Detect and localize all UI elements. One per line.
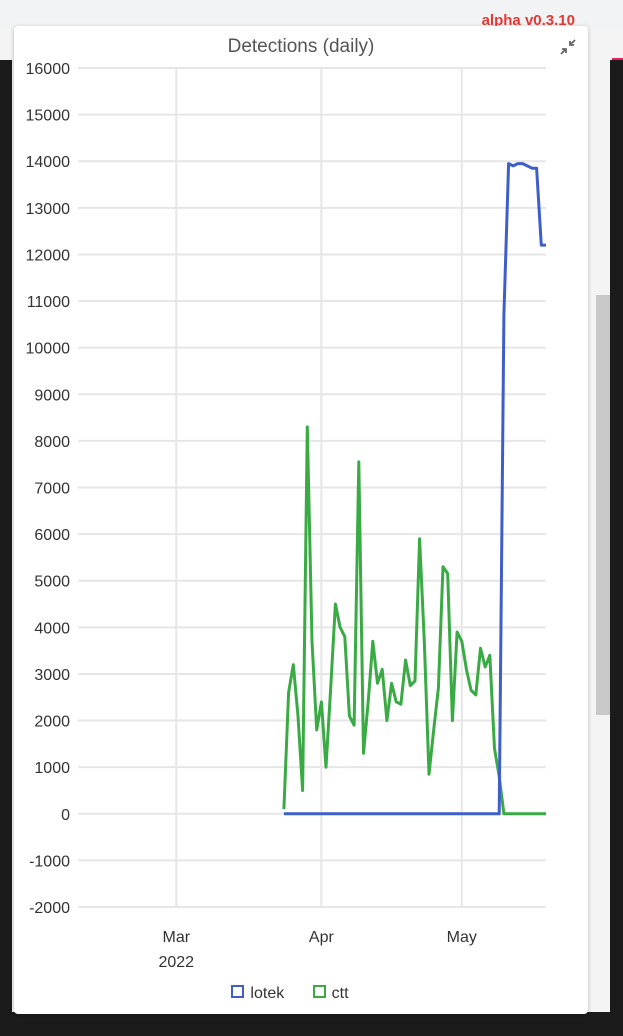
version-label: alpha v0.3.10 xyxy=(481,12,575,29)
y-tick-label: 15000 xyxy=(26,108,71,125)
y-tick-label: 5000 xyxy=(34,574,70,591)
y-tick-label: 2000 xyxy=(34,714,70,731)
series-line-lotek xyxy=(283,162,546,816)
background-terminal-bottom xyxy=(0,1012,623,1036)
y-tick-label: 11000 xyxy=(27,294,70,311)
x-tick-label: Apr xyxy=(309,929,335,946)
y-tick-label: 6000 xyxy=(34,527,70,544)
y-tick-label: 1000 xyxy=(34,760,70,777)
background-terminal-right xyxy=(610,60,623,1036)
browser-toolbar xyxy=(0,0,623,30)
x-tick-label: Mar xyxy=(162,929,190,946)
y-tick-label: 10000 xyxy=(26,341,71,358)
series-line-ctt xyxy=(282,425,546,816)
collapse-icon[interactable] xyxy=(558,37,578,57)
y-tick-label: 3000 xyxy=(34,667,70,684)
chart-title: Detections (daily) xyxy=(227,36,375,57)
y-tick-label: 9000 xyxy=(34,387,70,404)
legend-swatch-ctt xyxy=(312,985,326,998)
x-tick-label: May xyxy=(447,929,477,946)
y-tick-label: 14000 xyxy=(26,154,71,171)
y-tick-label: 0 xyxy=(61,807,70,824)
y-tick-label: 8000 xyxy=(34,434,70,451)
y-tick-label: 12000 xyxy=(26,247,71,264)
y-tick-label: 13000 xyxy=(26,201,71,218)
background-terminal-left xyxy=(0,60,12,1036)
legend-swatch-lotek xyxy=(231,985,245,998)
accent-strip xyxy=(612,58,623,61)
chart-legend: lotek ctt xyxy=(0,985,580,1003)
x-year-label: 2022 xyxy=(158,954,194,971)
legend-label-lotek: lotek xyxy=(250,985,285,1002)
legend-item-ctt[interactable]: ctt xyxy=(312,985,349,1003)
y-tick-label: 7000 xyxy=(34,481,70,498)
legend-label-ctt: ctt xyxy=(331,985,349,1002)
chart-card xyxy=(14,26,588,1014)
y-tick-label: 4000 xyxy=(34,620,70,637)
y-tick-label: -2000 xyxy=(29,900,70,917)
scrollbar[interactable] xyxy=(596,295,610,715)
y-tick-label: 16000 xyxy=(26,61,71,78)
y-tick-label: -1000 xyxy=(29,853,70,870)
legend-item-lotek[interactable]: lotek xyxy=(231,985,284,1003)
